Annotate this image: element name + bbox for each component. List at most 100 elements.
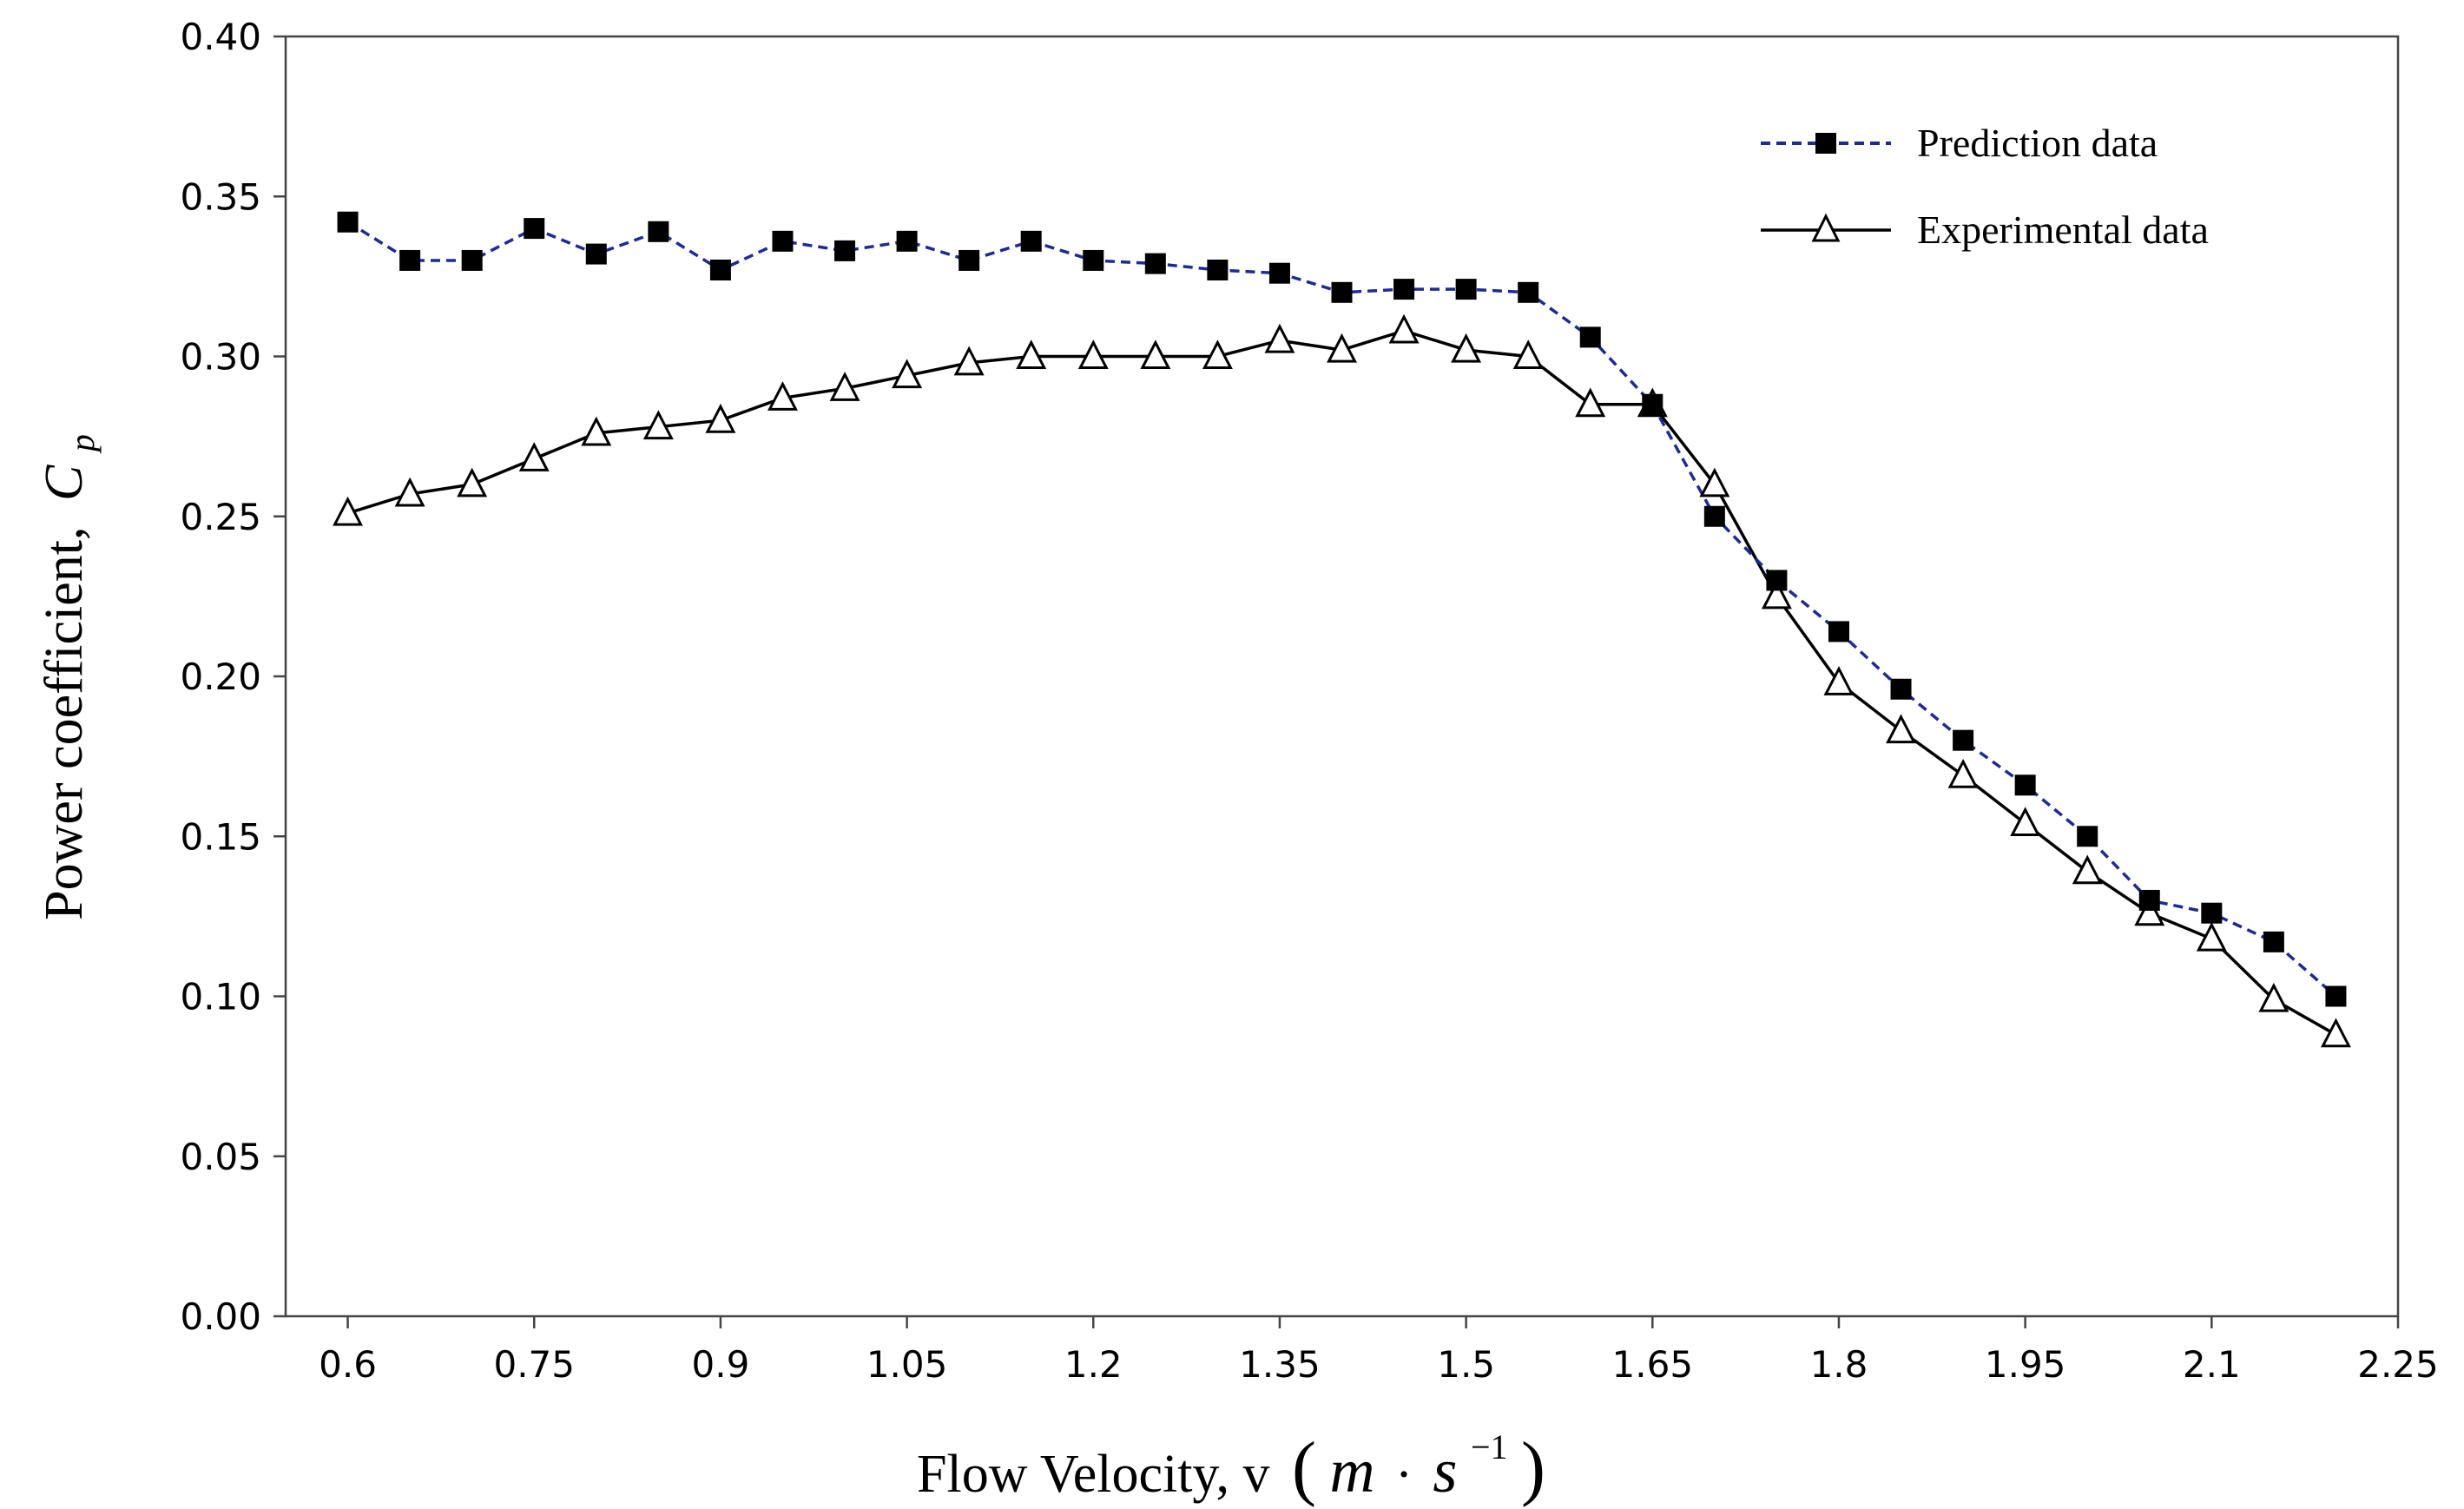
- experimental-point: [2320, 1018, 2351, 1048]
- prediction-point: [1020, 230, 1042, 252]
- experimental-point: [1016, 339, 1047, 369]
- prediction-point: [709, 260, 731, 281]
- plot-area: [284, 35, 2400, 1318]
- legend-prediction-marker: [1815, 133, 1836, 154]
- prediction-point: [2263, 931, 2284, 952]
- legend-experimental-label: Experimental data: [1917, 208, 2209, 252]
- experimental-point: [1575, 387, 1606, 418]
- y-tick-label: 0.25: [180, 496, 261, 538]
- experimental-point: [2072, 854, 2103, 885]
- x-tick-label: 0.75: [493, 1343, 575, 1386]
- y-tick-label: 0.35: [180, 175, 261, 218]
- legend: Prediction data Experimental data: [1761, 121, 2209, 252]
- prediction-point: [2014, 774, 2036, 796]
- experimental-point: [1512, 339, 1544, 369]
- x-axis-title-text: Flow Velocity, v: [917, 1445, 1269, 1504]
- prediction-point: [2201, 902, 2223, 924]
- y-axis-symbol: C: [35, 465, 94, 501]
- x-tick-label: 1.65: [1612, 1343, 1694, 1386]
- experimental-point: [518, 442, 550, 471]
- experimental-point: [1388, 313, 1420, 344]
- prediction-point: [2325, 985, 2347, 1007]
- prediction-point: [834, 240, 856, 261]
- experimental-point: [705, 403, 736, 433]
- experimental-point: [642, 410, 674, 440]
- y-tick-label: 0.40: [180, 16, 261, 58]
- y-tick-label: 0.15: [180, 815, 261, 858]
- experimental-point: [1823, 666, 1855, 695]
- y-tick-label: 0.20: [180, 656, 261, 698]
- prediction-point: [896, 230, 918, 252]
- experimental-point: [2134, 896, 2165, 926]
- prediction-point: [1890, 678, 1912, 700]
- prediction-point: [2138, 889, 2160, 911]
- x-axis-unit-dot: ·: [1395, 1446, 1413, 1503]
- x-axis-paren-close: ): [1521, 1427, 1545, 1508]
- y-tick-label: 0.05: [180, 1136, 261, 1178]
- y-tick-label: 0.00: [180, 1295, 261, 1338]
- prediction-point: [1331, 281, 1353, 303]
- prediction-point: [1828, 621, 1849, 642]
- y-axis-title-text: Power coefficient,: [35, 527, 94, 920]
- x-tick-label: 1.35: [1239, 1343, 1321, 1386]
- prediction-point: [1207, 260, 1229, 281]
- experimental-point: [2258, 982, 2289, 1012]
- experimental-point: [581, 416, 612, 446]
- experimental-point: [829, 372, 860, 401]
- prediction-point: [1393, 279, 1415, 300]
- prediction-point: [959, 249, 980, 271]
- prediction-point: [1268, 262, 1290, 284]
- experimental-point: [1451, 333, 1482, 363]
- x-tick-label: 1.8: [1810, 1343, 1868, 1386]
- experimental-point: [1699, 467, 1730, 498]
- x-tick-label: 2.1: [2183, 1343, 2241, 1386]
- experimental-point: [1202, 339, 1233, 369]
- x-tick-label: 2.25: [2357, 1343, 2439, 1386]
- x-tick-label: 1.95: [1985, 1343, 2066, 1386]
- experimental-point: [2196, 921, 2227, 952]
- series-layer: [333, 211, 2351, 1048]
- legend-prediction-label: Prediction data: [1917, 121, 2158, 165]
- x-tick-label: 1.05: [866, 1343, 948, 1386]
- x-axis-unit-exp: −1: [1471, 1427, 1508, 1466]
- prediction-point: [1953, 729, 1974, 751]
- prediction-point: [772, 230, 794, 252]
- experimental-point: [2010, 807, 2041, 837]
- x-axis-title: Flow Velocity, v ( m · s −1 ): [917, 1412, 1545, 1508]
- prediction-point: [585, 243, 607, 265]
- experimental-point: [892, 359, 923, 389]
- x-axis-unit-s: s: [1433, 1436, 1457, 1506]
- experimental-point: [1077, 339, 1109, 369]
- prediction-point: [1579, 326, 1601, 348]
- x-tick-label: 0.9: [692, 1343, 750, 1386]
- x-axis-unit-m: m: [1329, 1436, 1374, 1506]
- x-axis-ticks: 0.6 0.75 0.9 1.05 1.2 1.35 1.5 1.65 1.8 1.95 2.1 2.…: [319, 1316, 2439, 1386]
- y-axis-title: Power coefficient, C p: [35, 434, 102, 920]
- experimental-point: [1947, 758, 1979, 788]
- prediction-point: [1144, 253, 1166, 274]
- prediction-point: [399, 249, 421, 271]
- prediction-point: [1642, 393, 1664, 415]
- y-tick-label: 0.30: [180, 336, 261, 379]
- prediction-point: [648, 221, 669, 242]
- prediction-point: [1703, 505, 1725, 527]
- prediction-point: [1518, 281, 1539, 303]
- prediction-point: [1766, 570, 1788, 591]
- x-tick-label: 0.6: [319, 1343, 377, 1386]
- legend-experimental-marker: [1811, 213, 1841, 242]
- y-axis-ticks: 0.00 0.05 0.10 0.15 0.20 0.25 0.30 0.35 0.40: [180, 16, 286, 1338]
- experimental-point: [953, 346, 985, 376]
- y-tick-label: 0.10: [180, 976, 261, 1018]
- experimental-point: [394, 477, 425, 507]
- y-axis-symbol-sub: p: [63, 434, 102, 454]
- prediction-point: [524, 218, 545, 240]
- experimental-point: [457, 467, 488, 498]
- experimental-point: [1886, 714, 1916, 744]
- prediction-point: [1083, 249, 1104, 271]
- experimental-point: [1761, 579, 1792, 610]
- prediction-point: [2077, 826, 2098, 847]
- experimental-point: [768, 381, 798, 411]
- prediction-point: [337, 211, 359, 233]
- x-tick-label: 1.2: [1064, 1343, 1123, 1386]
